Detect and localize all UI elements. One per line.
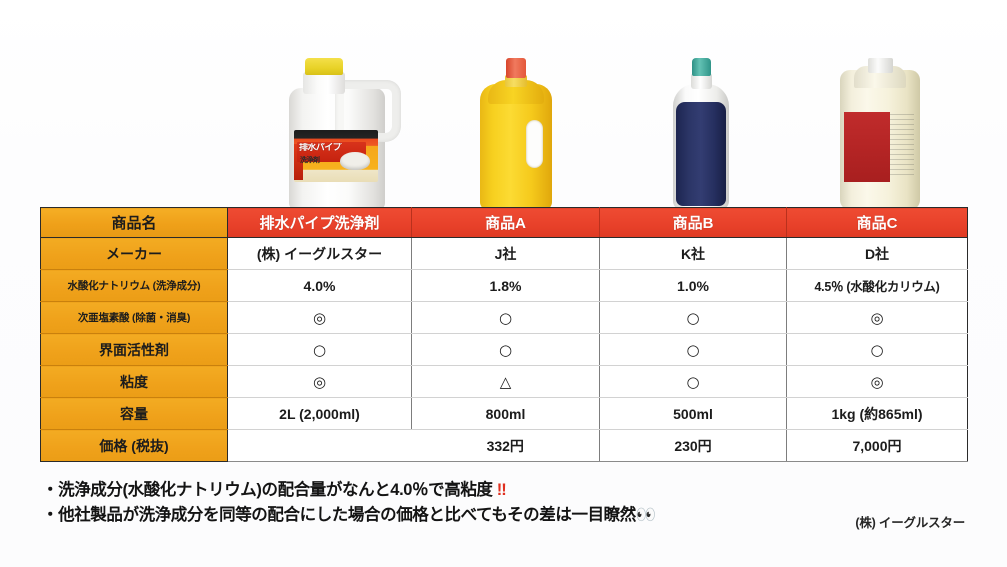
cell-visc-c: ◎ [786, 365, 968, 398]
row-label-maker: メーカー [40, 237, 228, 270]
navy-bottle-neck [691, 73, 712, 89]
amber-bottle-shoulder [854, 66, 906, 88]
rating-symbol: ◎ [312, 308, 327, 327]
cell-naoh-main: 4.0% [227, 269, 412, 302]
note-line-2-text: ・他社製品が洗浄成分を同等の配合にした場合の価格と比べてもその差は一目瞭然 [42, 506, 636, 524]
row-label-price: 価格 (税抜) [40, 429, 228, 462]
cell-visc-main: ◎ [227, 365, 412, 398]
note-line-2: ・他社製品が洗浄成分を同等の配合にした場合の価格と比べてもその差は一目瞭然👀 [42, 503, 802, 528]
jug-front-label: 排水パイプ 洗浄剤 [294, 130, 378, 182]
product-image-a [480, 58, 552, 210]
cell-naoh-b: 1.0% [599, 269, 787, 302]
product-image-b [670, 58, 732, 210]
comparison-table-container: 商品名 排水パイプ洗浄剤 商品A 商品B 商品C メーカー (株) イーグルスタ… [40, 207, 968, 462]
table-row: 粘度 ◎ △ ○ ◎ [40, 365, 968, 398]
cell-volume-a: 800ml [411, 397, 600, 430]
rating-symbol: ○ [870, 340, 884, 359]
cell-price-c: 7,000円 [786, 429, 968, 462]
amber-bottle-back-text [890, 114, 914, 176]
rating-symbol: ◎ [312, 372, 327, 391]
amber-bottle-graphic [840, 58, 920, 210]
cell-maker-c: D社 [786, 237, 968, 270]
cell-surf-main: ○ [227, 333, 412, 366]
yellow-bottle-graphic [480, 58, 552, 210]
cell-visc-a: △ [411, 365, 600, 398]
jug-bottle-graphic: 排水パイプ 洗浄剤 [283, 58, 401, 210]
rating-symbol: ○ [498, 308, 513, 327]
note-line-1: ・洗浄成分(水酸化ナトリウム)の配合量がなんと4.0％で高粘度 ‼ [42, 478, 802, 503]
note-line-1-text: ・洗浄成分(水酸化ナトリウム)の配合量がなんと4.0％で高粘度 [42, 481, 497, 499]
row-label-sodium-hydroxide: 水酸化ナトリウム (洗浄成分) [40, 269, 228, 302]
rating-symbol: ○ [312, 340, 327, 359]
cell-naoh-c: 4.5％ (水酸化カリウム) [786, 269, 968, 302]
table-header-row: 商品名 排水パイプ洗浄剤 商品A 商品B 商品C [40, 207, 968, 238]
cell-maker-main: (株) イーグルスター [227, 237, 412, 270]
label-product-name: 排水パイプ [299, 143, 342, 152]
table-row: 水酸化ナトリウム (洗浄成分) 4.0% 1.8% 1.0% 4.5％ (水酸化… [40, 269, 968, 302]
yellow-bottle-handle-cutout [526, 120, 543, 168]
cell-hypo-b: ○ [599, 301, 787, 334]
cell-visc-b: ○ [599, 365, 787, 398]
cell-surf-b: ○ [599, 333, 787, 366]
product-image-c [840, 58, 920, 210]
table-row: 界面活性剤 ○ ○ ○ ○ [40, 333, 968, 366]
amber-bottle-cap [868, 58, 893, 73]
yellow-bottle-cap [506, 58, 526, 78]
row-label-hypochlorous-acid: 次亜塩素酸 (除菌・消臭) [40, 301, 228, 334]
cell-maker-b: K社 [599, 237, 787, 270]
row-label-volume: 容量 [40, 397, 228, 430]
header-cell-product-c: 商品C [786, 207, 968, 238]
footer-notes: ・洗浄成分(水酸化ナトリウム)の配合量がなんと4.0％で高粘度 ‼ ・他社製品が… [42, 478, 802, 528]
row-label-surfactant: 界面活性剤 [40, 333, 228, 366]
rating-symbol: ○ [686, 308, 700, 327]
cell-maker-a: J社 [411, 237, 600, 270]
eyes-icon: 👀 [635, 506, 657, 524]
header-cell-product-a: 商品A [411, 207, 600, 238]
rating-symbol: ○ [686, 372, 700, 391]
table-row: 次亜塩素酸 (除菌・消臭) ◎ ○ ○ ◎ [40, 301, 968, 334]
navy-bottle-label [676, 102, 726, 206]
table-row: メーカー (株) イーグルスター J社 K社 D社 [40, 237, 968, 270]
label-drain-illustration [340, 152, 370, 170]
row-label-viscosity: 粘度 [40, 365, 228, 398]
rating-symbol: ○ [686, 340, 700, 359]
company-attribution: (株) イーグルスター [855, 516, 965, 530]
cell-volume-b: 500ml [599, 397, 787, 430]
label-side-band [294, 144, 303, 180]
header-cell-product-main: 排水パイプ洗浄剤 [227, 207, 412, 238]
rating-symbol: ◎ [870, 372, 884, 391]
cell-price-a: 332円 [411, 429, 600, 462]
cell-hypo-main: ◎ [227, 301, 412, 334]
product-image-strip: 排水パイプ 洗浄剤 [40, 44, 967, 210]
cell-volume-main: 2L (2,000ml) [227, 397, 412, 430]
double-exclamation-icon: ‼ [496, 481, 507, 499]
cell-surf-c: ○ [786, 333, 968, 366]
jug-cap [305, 58, 343, 75]
cell-surf-a: ○ [411, 333, 600, 366]
jug-neck [303, 72, 345, 94]
table-row: 容量 2L (2,000ml) 800ml 500ml 1kg (約865ml) [40, 397, 968, 430]
cell-price-main [227, 429, 412, 462]
cell-naoh-a: 1.8% [411, 269, 600, 302]
rating-symbol: ◎ [870, 308, 884, 327]
comparison-table: 商品名 排水パイプ洗浄剤 商品A 商品B 商品C メーカー (株) イーグルスタ… [40, 207, 968, 462]
table-row: 価格 (税抜) 332円 230円 7,000円 [40, 429, 968, 462]
header-cell-product-b: 商品B [599, 207, 787, 238]
navy-bottle-cap [692, 58, 711, 76]
rating-symbol: △ [499, 372, 512, 391]
header-cell-label: 商品名 [40, 207, 228, 238]
rating-symbol: ○ [498, 340, 513, 359]
cell-price-b: 230円 [599, 429, 787, 462]
cell-hypo-a: ○ [411, 301, 600, 334]
amber-bottle-red-label [844, 112, 890, 182]
product-image-drain-pipe-cleaner: 排水パイプ 洗浄剤 [283, 58, 401, 210]
label-product-sub: 洗浄剤 [300, 157, 320, 164]
cell-volume-c: 1kg (約865ml) [786, 397, 968, 430]
navy-bottle-graphic [670, 58, 732, 210]
yellow-bottle-neck [505, 75, 527, 87]
cell-hypo-c: ◎ [786, 301, 968, 334]
